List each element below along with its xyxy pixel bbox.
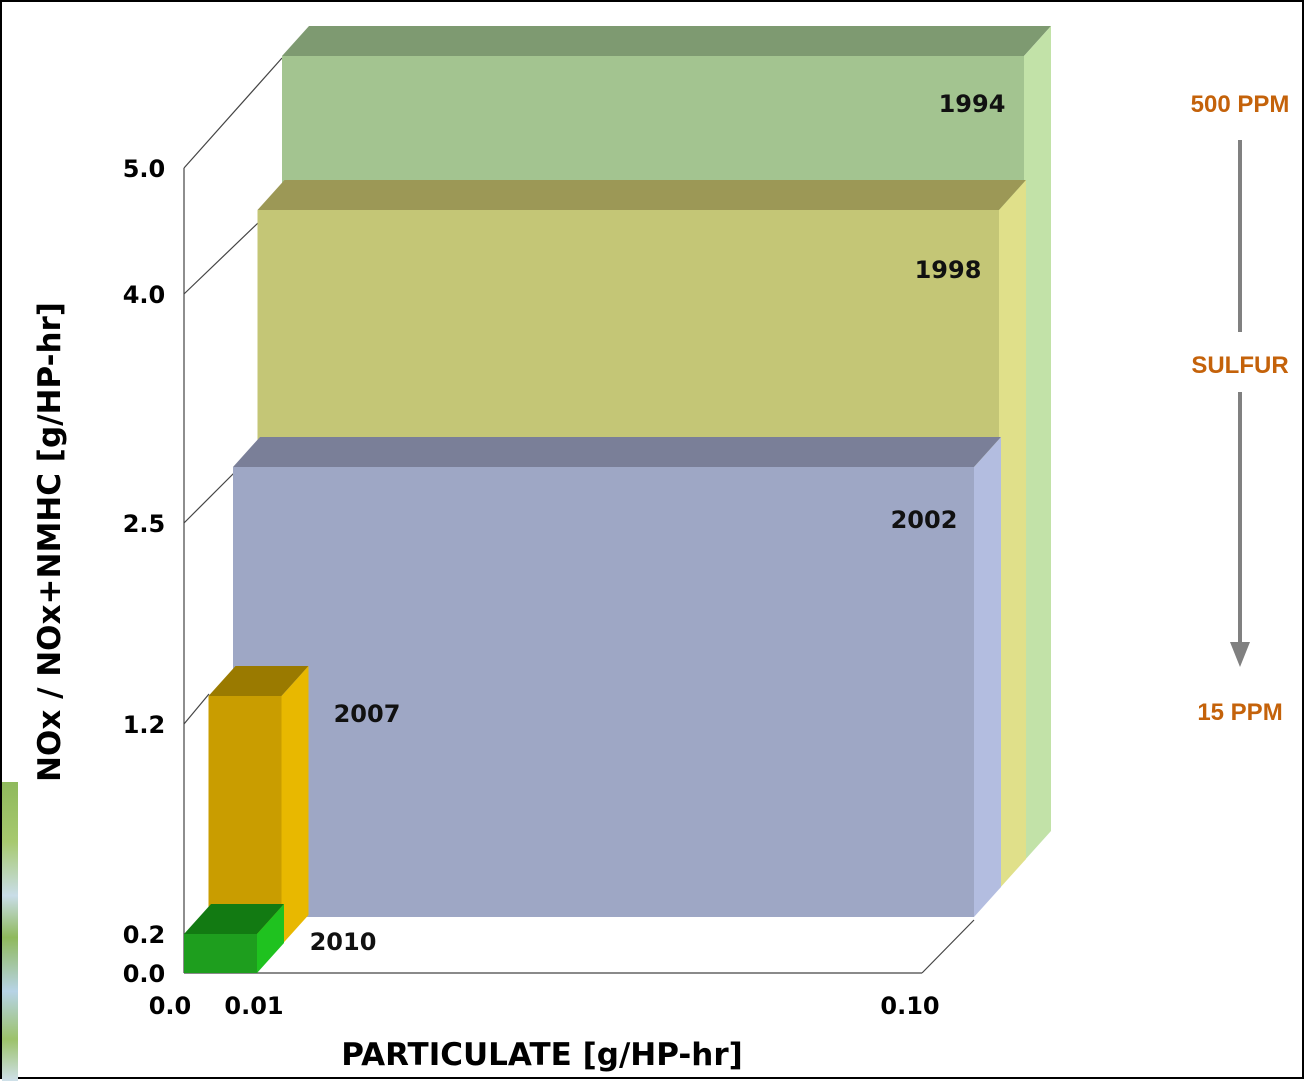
frame-line [183,221,260,295]
sulfur-middle-label: SULFUR [1191,352,1288,379]
x-tick-labels: 0.0 0.01 0.10 [149,992,940,1020]
bar-side-1998 [999,180,1026,889]
bar-side-2010 [257,904,284,973]
bar-side-2002 [974,437,1001,917]
frame-line [183,693,210,725]
x-axis-title: PARTICULATE [g/HP-hr] [341,1037,743,1073]
y-tick-label: 5.0 [123,155,166,183]
y-tick-labels: 0.0 0.2 1.2 2.5 4.0 5.0 [123,155,166,988]
bar-labels: 1994 1998 2002 2007 2010 [310,90,1006,956]
sulfur-scale: 500 PPM SULFUR 15 PPM [1191,91,1290,726]
frame-line [921,919,975,974]
x-tick-label: 0.0 [149,992,192,1020]
bar-front-2007 [208,696,282,945]
y-tick-label: 1.2 [123,711,166,739]
x-tick-label: 0.10 [880,992,939,1020]
bar-top-2010 [184,904,284,934]
bar-label-1994: 1994 [939,90,1006,118]
y-tick-label: 4.0 [123,281,166,309]
bar-top-1998 [257,180,1026,210]
y-axis-title: NOx / NOx+NMHC [g/HP-hr] [32,302,68,782]
sulfur-bottom-label: 15 PPM [1197,699,1282,726]
y-tick-label: 0.0 [123,960,166,988]
sulfur-arrow-head [1230,642,1250,667]
decorative-strip [2,782,18,1081]
frame-line [183,57,283,169]
bar-front-2010 [184,934,257,973]
bar-label-2010: 2010 [310,928,377,956]
bar-side-1994 [1024,26,1051,861]
axis-frame [183,57,975,974]
y-tick-label: 2.5 [123,510,166,538]
x-tick-label: 0.01 [224,992,283,1020]
bar-top-2002 [233,437,1001,467]
sulfur-top-label: 500 PPM [1191,91,1290,118]
bar-side-2007 [281,666,309,945]
bar-label-2002: 2002 [891,506,958,534]
bar-label-2007: 2007 [334,700,401,728]
bar-top-2007 [208,666,309,696]
bars-group [184,26,1051,973]
bar-label-1998: 1998 [915,256,982,284]
bar-front-2002 [233,467,974,917]
bar-top-1994 [282,26,1051,56]
frame-line [183,471,236,524]
y-tick-label: 0.2 [123,921,166,949]
